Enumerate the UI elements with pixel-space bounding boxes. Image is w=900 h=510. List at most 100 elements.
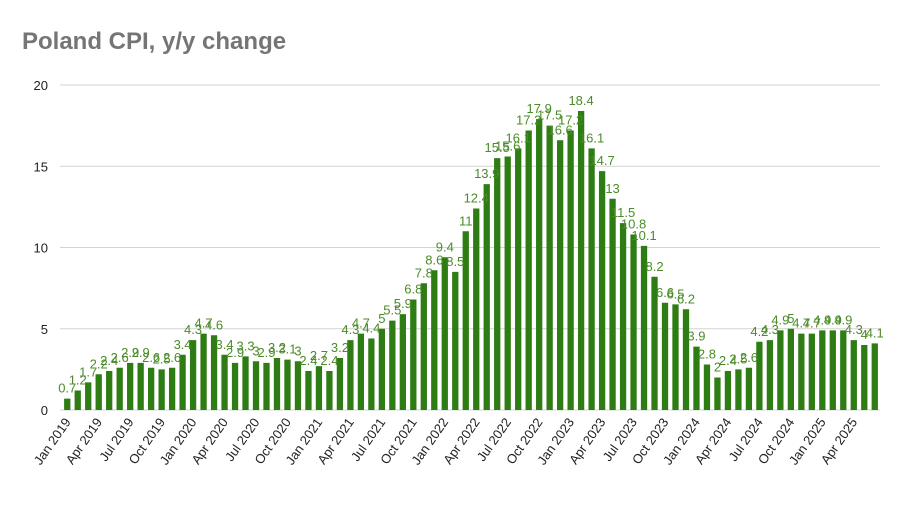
- bar: [483, 184, 490, 410]
- bar: [368, 338, 375, 410]
- bar: [808, 333, 815, 410]
- data-label: 13: [605, 181, 619, 196]
- bar: [766, 340, 774, 410]
- bar: [168, 367, 176, 410]
- bar: [74, 390, 81, 410]
- bar: [399, 314, 406, 410]
- bar: [798, 333, 805, 410]
- bar: [263, 362, 270, 410]
- data-label: 4.2: [750, 324, 768, 339]
- data-label: 3.4: [216, 337, 234, 352]
- bar: [431, 270, 438, 410]
- bar: [179, 354, 186, 410]
- bar: [609, 198, 616, 410]
- data-label: 8.2: [645, 259, 663, 274]
- bar: [336, 358, 344, 410]
- data-label: 4.1: [866, 325, 884, 340]
- data-label: 2.4: [719, 353, 737, 368]
- bar: [494, 158, 501, 410]
- bar: [294, 361, 302, 410]
- data-label: 6.6: [656, 285, 674, 300]
- data-label: 18.4: [568, 93, 593, 108]
- bar: [326, 371, 333, 410]
- data-label: 2.6: [163, 350, 181, 365]
- bar: [546, 125, 553, 410]
- data-label: 2.6: [142, 350, 160, 365]
- data-label: 2.4: [299, 353, 317, 368]
- data-label: 12.4: [464, 191, 489, 206]
- bar: [840, 330, 847, 410]
- y-tick-label: 10: [34, 241, 48, 256]
- data-label: 1.7: [79, 364, 97, 379]
- data-label: 2.8: [698, 347, 716, 362]
- bar: [871, 343, 878, 410]
- data-label: 2.4: [100, 353, 118, 368]
- bar: [462, 231, 469, 410]
- data-label: 17.2: [516, 113, 541, 128]
- bar: [378, 328, 386, 410]
- bars: [64, 111, 878, 410]
- bar: [116, 367, 123, 410]
- data-label: 5: [378, 311, 385, 326]
- bar: [819, 330, 826, 410]
- bar: [515, 148, 522, 410]
- data-label: 17.2: [558, 113, 583, 128]
- y-tick-label: 5: [41, 322, 48, 337]
- data-label: 3.3: [236, 338, 254, 353]
- bar: [693, 346, 700, 410]
- bar: [536, 119, 543, 410]
- bar: [567, 130, 574, 410]
- data-label: 16.1: [506, 130, 531, 145]
- data-label: 3.9: [687, 329, 705, 344]
- bar: [630, 234, 637, 410]
- data-label: 4.7: [195, 316, 213, 331]
- data-label: 3: [294, 343, 301, 358]
- data-label: 16.6: [547, 122, 572, 137]
- bar: [137, 362, 144, 410]
- bar: [127, 362, 134, 410]
- data-label: 2.5: [153, 351, 171, 366]
- bar: [347, 340, 354, 410]
- data-label: 4.3: [845, 322, 863, 337]
- bar: [672, 304, 679, 410]
- data-label: 2.7: [310, 348, 328, 363]
- data-label: 13.9: [474, 166, 499, 181]
- data-label: 6.8: [404, 282, 422, 297]
- chart-title: Poland CPI, y/y change: [22, 28, 287, 55]
- data-label: 4.3: [341, 322, 359, 337]
- bar: [273, 358, 281, 410]
- y-tick-label: 0: [41, 403, 48, 418]
- data-label: 4.9: [813, 312, 831, 327]
- data-label: 4.9: [824, 312, 842, 327]
- bar: [525, 130, 532, 410]
- data-labels: 0.71.21.72.22.42.62.92.92.62.52.63.44.34…: [58, 93, 884, 396]
- bar: [473, 208, 480, 410]
- data-label: 6.5: [666, 286, 684, 301]
- data-label: 7.8: [415, 265, 433, 280]
- data-label: 2.9: [226, 345, 244, 360]
- data-label: 5.9: [394, 296, 412, 311]
- data-label: 2.9: [132, 345, 150, 360]
- data-label: 3: [252, 343, 259, 358]
- bar: [651, 276, 658, 410]
- bar: [829, 330, 836, 410]
- bar: [756, 341, 763, 410]
- bar: [735, 369, 742, 410]
- data-label: 3.2: [268, 340, 286, 355]
- data-label: 10.1: [631, 228, 656, 243]
- data-label: 8.6: [425, 252, 443, 267]
- bar: [242, 356, 249, 410]
- data-label: 1.2: [69, 373, 87, 388]
- bar: [305, 371, 312, 410]
- data-label: 10.8: [621, 217, 646, 232]
- y-tick-label: 15: [34, 159, 48, 174]
- bar: [640, 245, 648, 410]
- data-label: 2.9: [121, 345, 139, 360]
- bar: [95, 374, 102, 410]
- bar: [504, 156, 511, 410]
- data-label: 4.9: [834, 312, 852, 327]
- data-label: 8.5: [446, 254, 464, 269]
- data-label: 9.4: [436, 239, 454, 254]
- bar: [221, 354, 228, 410]
